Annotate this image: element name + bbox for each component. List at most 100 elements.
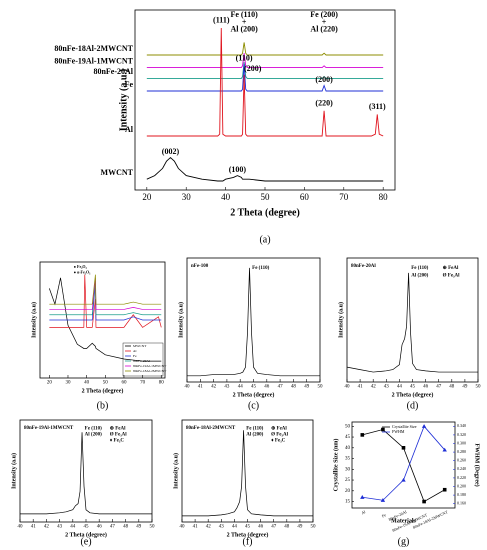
x-axis-label: Materials	[391, 518, 416, 524]
x-tick-label: 50	[311, 525, 317, 530]
panel-caption: (f)	[243, 536, 253, 547]
x-tick-label: 50	[318, 385, 324, 390]
x-tick-label: 42	[211, 385, 217, 390]
annotation: ● Fe₂O₃	[74, 264, 88, 269]
x-tick-label: 44	[70, 525, 76, 530]
x-tick-label: 46	[264, 385, 270, 390]
plot-frame	[351, 421, 456, 509]
y2-tick-label: 0.180	[457, 492, 466, 497]
y-axis-label: Intensity (a.u)	[337, 302, 344, 338]
x-tick-label: 48	[284, 525, 290, 530]
panel-title: 80nFe-20Al	[351, 264, 376, 269]
x-tick-label: 41	[31, 525, 37, 530]
annotation: (311)	[369, 102, 386, 111]
y-tick-label: 25	[345, 478, 351, 483]
marker	[401, 446, 406, 450]
x-axis-label: 2 Theta (degree)	[230, 208, 300, 219]
x-tick-label: 45	[251, 385, 257, 390]
y-tick-label: 15	[345, 500, 351, 505]
annotation: Al (220)	[310, 25, 338, 34]
x-tick-label: 45	[410, 385, 416, 390]
x-tick-label: 49	[462, 385, 468, 390]
annotation: Fe (110)	[252, 266, 269, 271]
x-tick-label: 44	[238, 385, 244, 390]
series-line	[362, 425, 446, 501]
y-axis-label: Intensity (a.u)	[10, 453, 17, 489]
x-tick-label: 50	[261, 192, 271, 202]
x-tick-label: 49	[297, 525, 303, 530]
x-tick-label: 49	[136, 525, 142, 530]
series-line	[146, 62, 384, 79]
x-tick-label: 80	[159, 381, 165, 386]
x-tick-label: 43	[384, 385, 390, 390]
y2-tick-label: 0.300	[457, 440, 466, 445]
series-line	[346, 272, 478, 373]
x-tick-label: 43	[219, 525, 225, 530]
y2-tick-label: 0.340	[457, 423, 466, 428]
x-tick-label: 70	[339, 192, 349, 202]
marker	[380, 498, 386, 502]
panel-title: 80nFe-19Al-1MWCNT	[24, 426, 74, 431]
series-line	[182, 430, 313, 517]
x-tick-label: 42	[371, 385, 377, 390]
x-tick-label: 47	[271, 525, 277, 530]
y-axis-label: Intensity (a.u.)	[118, 69, 129, 132]
series-label: MWCNT	[101, 168, 134, 177]
series-label: 80nFe-20Al	[93, 67, 133, 76]
series-label: 80nFe-18Al-2MWCNT	[54, 44, 133, 53]
y-tick-label: 35	[345, 457, 351, 462]
legend-label: 80nFe-18Al-2MWCNT	[133, 369, 167, 373]
x-tick-label: 40	[345, 385, 351, 390]
series-label: Al	[125, 125, 134, 134]
annotation: (110)	[236, 53, 253, 62]
marker	[421, 424, 427, 428]
y2-axis-label: FWHM (Degree)	[474, 443, 481, 486]
x-tick-label: 40	[180, 525, 186, 530]
series-line	[20, 432, 152, 515]
panel-caption: (c)	[248, 400, 259, 411]
annotation: Fe (110)	[411, 266, 428, 271]
annotation: Fe (110)	[246, 426, 263, 431]
x-tick-label: 40	[221, 192, 231, 202]
annotation: (002)	[162, 147, 180, 156]
annotation: ♦ Fe₃C	[271, 439, 286, 444]
y2-tick-label: 0.240	[457, 466, 466, 471]
marker	[360, 495, 365, 499]
x-tick-label: Fe	[381, 512, 387, 518]
plot-frame	[134, 9, 396, 191]
y-axis-label: Intensity (a.u)	[172, 453, 179, 489]
series-line	[146, 27, 384, 137]
legend-box	[122, 342, 164, 377]
annotation: Fe (200)	[310, 10, 338, 19]
legend-label: Fe	[133, 354, 137, 358]
x-tick-label: 46	[258, 525, 264, 530]
x-tick-label: 50	[476, 385, 482, 390]
x-tick-label: 30	[182, 192, 192, 202]
x-tick-label: 40	[185, 385, 191, 390]
x-tick-label: 45	[84, 525, 90, 530]
y-axis-label: Intensity (a.u)	[177, 302, 184, 338]
annotation: +	[242, 17, 247, 26]
series-line	[49, 274, 162, 305]
panel-caption: (d)	[407, 400, 419, 411]
x-axis-label: 2 Theta (degree)	[65, 531, 107, 538]
x-tick-label: 41	[198, 385, 204, 390]
x-tick-label: 43	[57, 525, 63, 530]
marker	[442, 447, 447, 452]
annotation: ⊕ FeAl	[110, 425, 126, 431]
legend-label: Crystallite Size	[392, 424, 417, 429]
x-tick-label: 47	[278, 385, 284, 390]
marker	[401, 477, 406, 482]
x-tick-label: 46	[97, 525, 103, 530]
annotation: Al (200)	[85, 432, 102, 437]
series-line	[49, 280, 162, 316]
annotation: (200)	[315, 75, 333, 84]
marker	[360, 433, 365, 437]
y-tick-label: 40	[345, 446, 351, 451]
y-axis-label: Intensity (a.u)	[30, 302, 37, 338]
annotation: ● α-Fe₂O₃	[74, 269, 92, 274]
y2-tick-label: 0.320	[457, 432, 466, 437]
x-tick-label: 60	[300, 192, 310, 202]
annotation: Ø Fe₃Al	[110, 432, 128, 437]
